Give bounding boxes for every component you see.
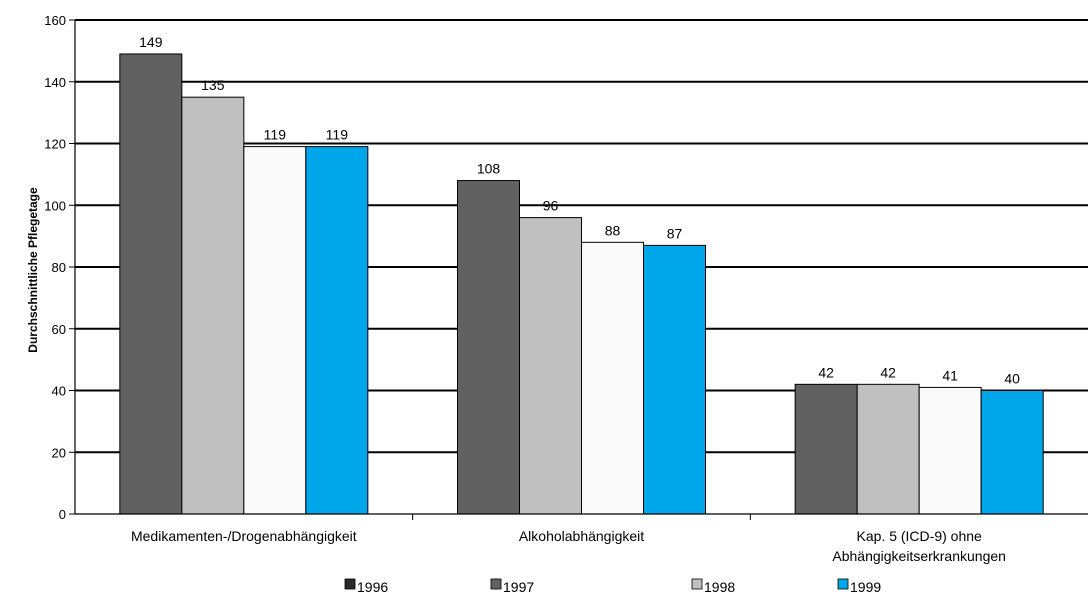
bar-1999 <box>305 146 369 515</box>
legend-label: 1997 <box>503 579 534 594</box>
y-tick-label: 60 <box>52 322 66 337</box>
category-labels: Medikamenten-/Drogenabhängigkeit Alkohola… <box>131 528 1006 564</box>
bar-1998 <box>243 146 307 515</box>
bar-1997 <box>856 383 920 515</box>
legend-label: 1998 <box>704 579 735 594</box>
y-tick-label: 0 <box>59 507 66 522</box>
data-label: 42 <box>818 364 834 380</box>
bar-1996 <box>457 180 520 515</box>
y-tick-label: 120 <box>44 137 66 152</box>
bar-1999 <box>643 244 706 515</box>
y-tick-labels: 0 20 40 60 80 100 120 140 160 <box>44 13 66 522</box>
bar-1997 <box>519 217 582 515</box>
y-tick-label: 80 <box>52 260 66 275</box>
y-tick-label: 100 <box>44 198 66 213</box>
data-label: 96 <box>543 198 559 214</box>
category-label: Alkoholabhängigkeit <box>519 528 644 544</box>
data-label: 108 <box>477 161 501 177</box>
category-label: Medikamenten-/Drogenabhängigkeit <box>131 528 357 544</box>
data-labels: 149 135 119 119 108 96 88 87 42 42 41 40 <box>139 34 1020 387</box>
y-tick-label: 140 <box>44 75 66 90</box>
legend-swatch-1996 <box>344 578 356 590</box>
category-label: Abhängigkeitserkrankungen <box>832 548 1006 564</box>
bar-1998 <box>581 241 644 515</box>
data-label: 87 <box>667 225 683 241</box>
y-tick-label: 20 <box>52 445 66 460</box>
legend-swatch-1997 <box>490 578 502 590</box>
legend-label: 1999 <box>850 579 881 594</box>
data-label: 135 <box>201 77 225 93</box>
data-label: 41 <box>942 367 958 383</box>
bar-1998 <box>918 386 982 515</box>
legend-swatch-1999 <box>837 578 849 590</box>
bar-1997 <box>181 96 245 515</box>
legend-label: 1996 <box>357 579 388 594</box>
bar-1999 <box>980 390 1044 515</box>
data-label: 149 <box>139 34 163 50</box>
y-axis-label: Durchschnittliche Pflegetage <box>26 187 40 353</box>
axes <box>69 19 1088 520</box>
legend-swatch-1998 <box>691 578 703 590</box>
bars <box>119 53 1044 515</box>
data-label: 119 <box>264 127 287 143</box>
data-label: 40 <box>1004 371 1020 387</box>
data-label: 88 <box>605 222 621 238</box>
bar-1996 <box>794 383 858 515</box>
bar-1996 <box>119 53 183 515</box>
data-label: 119 <box>326 127 349 143</box>
legend: 1996 1997 1998 1999 <box>344 578 881 594</box>
y-tick-label: 40 <box>52 384 66 399</box>
data-label: 42 <box>880 364 896 380</box>
category-label: Kap. 5 (ICD-9) ohne <box>857 528 982 544</box>
y-tick-label: 160 <box>44 13 66 28</box>
